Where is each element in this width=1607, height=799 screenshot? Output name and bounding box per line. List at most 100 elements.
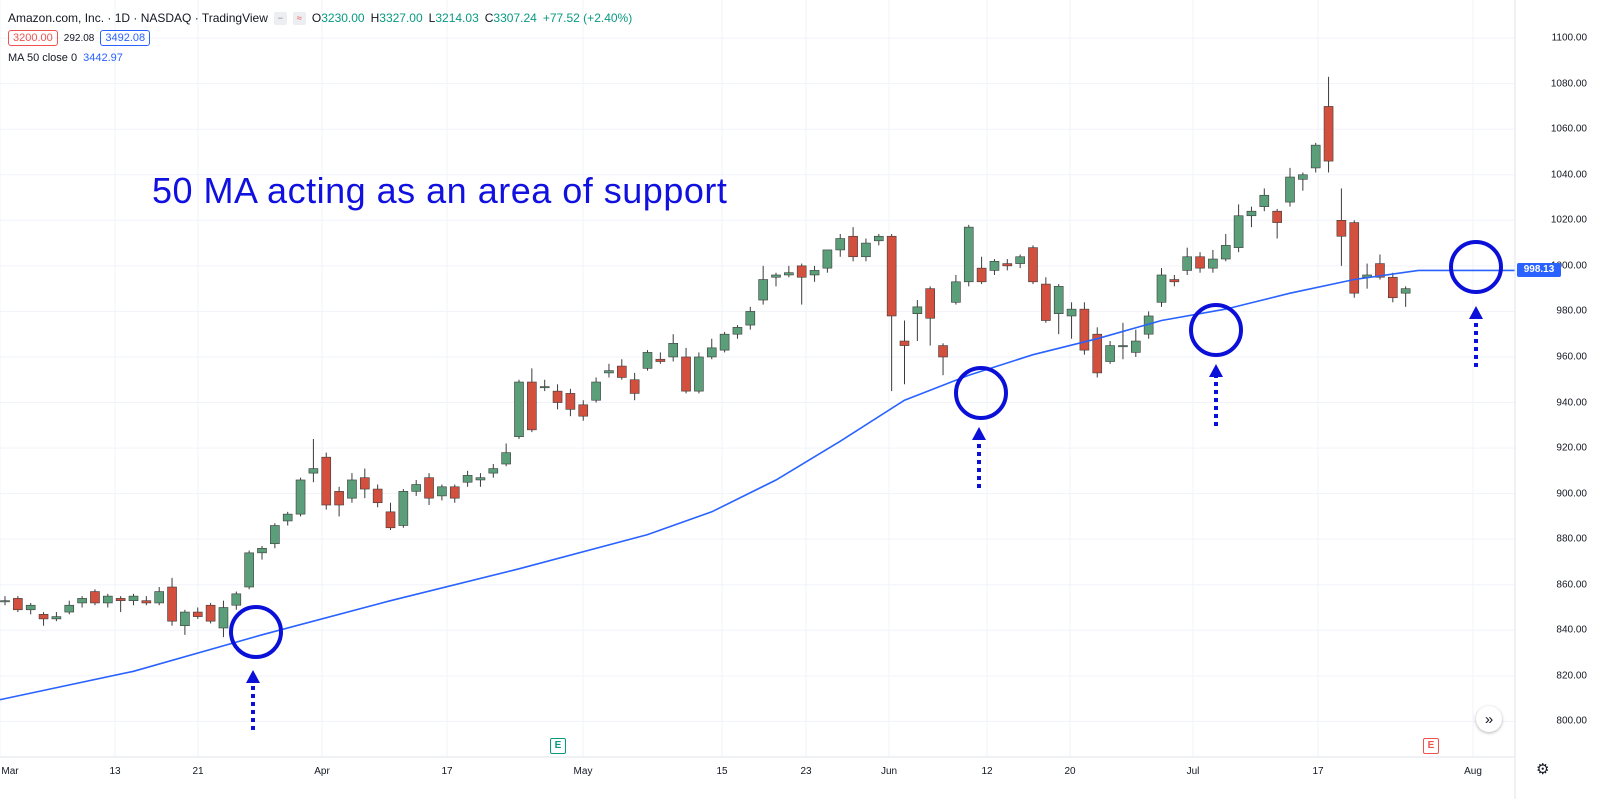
candle-body-down [1195,256,1205,269]
candle [1208,249,1218,273]
candle [539,379,550,392]
x-tick-label: Apr [314,766,330,777]
candle-body-down [976,267,987,283]
candle-body-up [963,226,974,283]
x-tick-label: 15 [716,766,728,777]
ma-value: 3442.97 [83,52,123,64]
candle-body-up [488,468,499,474]
candle [411,479,422,496]
candle [745,306,756,330]
candle-body-down [424,477,434,499]
x-tick-label: 20 [1064,766,1076,777]
candle [1015,254,1025,269]
x-tick-label: 17 [1312,766,1324,777]
candle-body-down [655,358,666,362]
indicator-row[interactable]: MA 50 close 0 3442.97 [8,48,632,68]
compare-icon[interactable]: ≈ [292,11,306,25]
candle-body-up [873,235,884,242]
candle-body-up [282,513,293,522]
candle-body-down [90,591,100,604]
candle [359,468,370,499]
candle [1105,341,1115,364]
candle-body-up [475,477,486,481]
symbol-title[interactable]: Amazon.com, Inc. · 1D · NASDAQ · Trading… [8,11,268,25]
candle [976,256,987,285]
earnings-marker-jul[interactable]: E [1423,738,1439,754]
candle [192,607,203,619]
candle-body-up [1131,340,1141,353]
candle [1220,233,1231,262]
candle-body-up [1208,258,1218,269]
support-circle [1449,240,1503,294]
candle-body-up [771,274,781,278]
candle [912,300,923,342]
candle [1298,172,1308,191]
candle [257,546,267,560]
candle-body-up [501,452,511,465]
candle-body-down [565,393,576,410]
candle [771,272,781,287]
candle-body-down [1002,263,1013,267]
candle-body-up [861,242,871,258]
hide-icon[interactable]: − [273,11,287,25]
candle-body-down [115,598,126,601]
candle [1002,259,1013,271]
earnings-marker-may[interactable]: E [550,738,566,754]
candle-body-up [51,616,62,620]
candle [13,596,23,613]
candle-body-down [1336,220,1347,237]
scroll-to-realtime-button[interactable]: » [1476,706,1502,732]
x-tick-label: 12 [981,766,993,777]
grid [0,0,1515,757]
bid-price[interactable]: 3200.00 [8,30,58,46]
candle-body-up [437,486,447,497]
candle [951,274,961,305]
candle-body-up [989,261,1000,271]
candle-body-up [25,604,36,611]
candle-body-up [835,238,846,251]
y-tick-label: 860.00 [1556,579,1587,591]
candle [784,265,794,278]
candle [796,263,807,305]
candle-body-down [38,614,49,620]
candle [527,368,537,433]
candle [642,350,653,371]
candle-body-up [514,381,524,437]
candle-body-up [694,356,704,392]
candle [347,473,357,503]
candle [321,452,332,510]
candle-body-down [359,477,370,490]
candle [1400,286,1411,307]
settings-icon[interactable]: ⚙ [1536,761,1550,778]
candle [1079,302,1090,355]
candle [706,338,717,360]
candle [1131,329,1141,357]
candle [591,377,601,403]
ohlc-high: H3327.00 [370,11,423,25]
y-tick-label: 1100.00 [1551,32,1587,44]
candle-body-up [822,249,833,269]
ma-label: MA 50 close 0 [8,52,78,64]
candle-body-down [886,235,897,317]
candle [565,388,576,417]
x-tick-label: 13 [109,766,121,777]
candle-body-up [784,272,794,276]
candle [604,363,614,378]
ask-price[interactable]: 3492.08 [100,30,151,46]
candle-body-down [321,456,332,506]
ohlc-low: L3214.03 [428,11,479,25]
x-tick-label: 21 [192,766,204,777]
candle [205,602,216,624]
candle-body-down [1349,222,1360,294]
candle-body-up [154,591,164,604]
support-circle [954,366,1008,420]
chart-legend: Amazon.com, Inc. · 1D · NASDAQ · Trading… [8,8,632,68]
candle-body-down [1375,263,1385,278]
candle [180,609,190,635]
candle-body-up [1259,194,1270,207]
support-arrow [246,670,260,730]
last-price-badge: 998.13 [1517,263,1561,278]
candle [1285,167,1295,207]
x-tick-label: May [573,766,593,777]
